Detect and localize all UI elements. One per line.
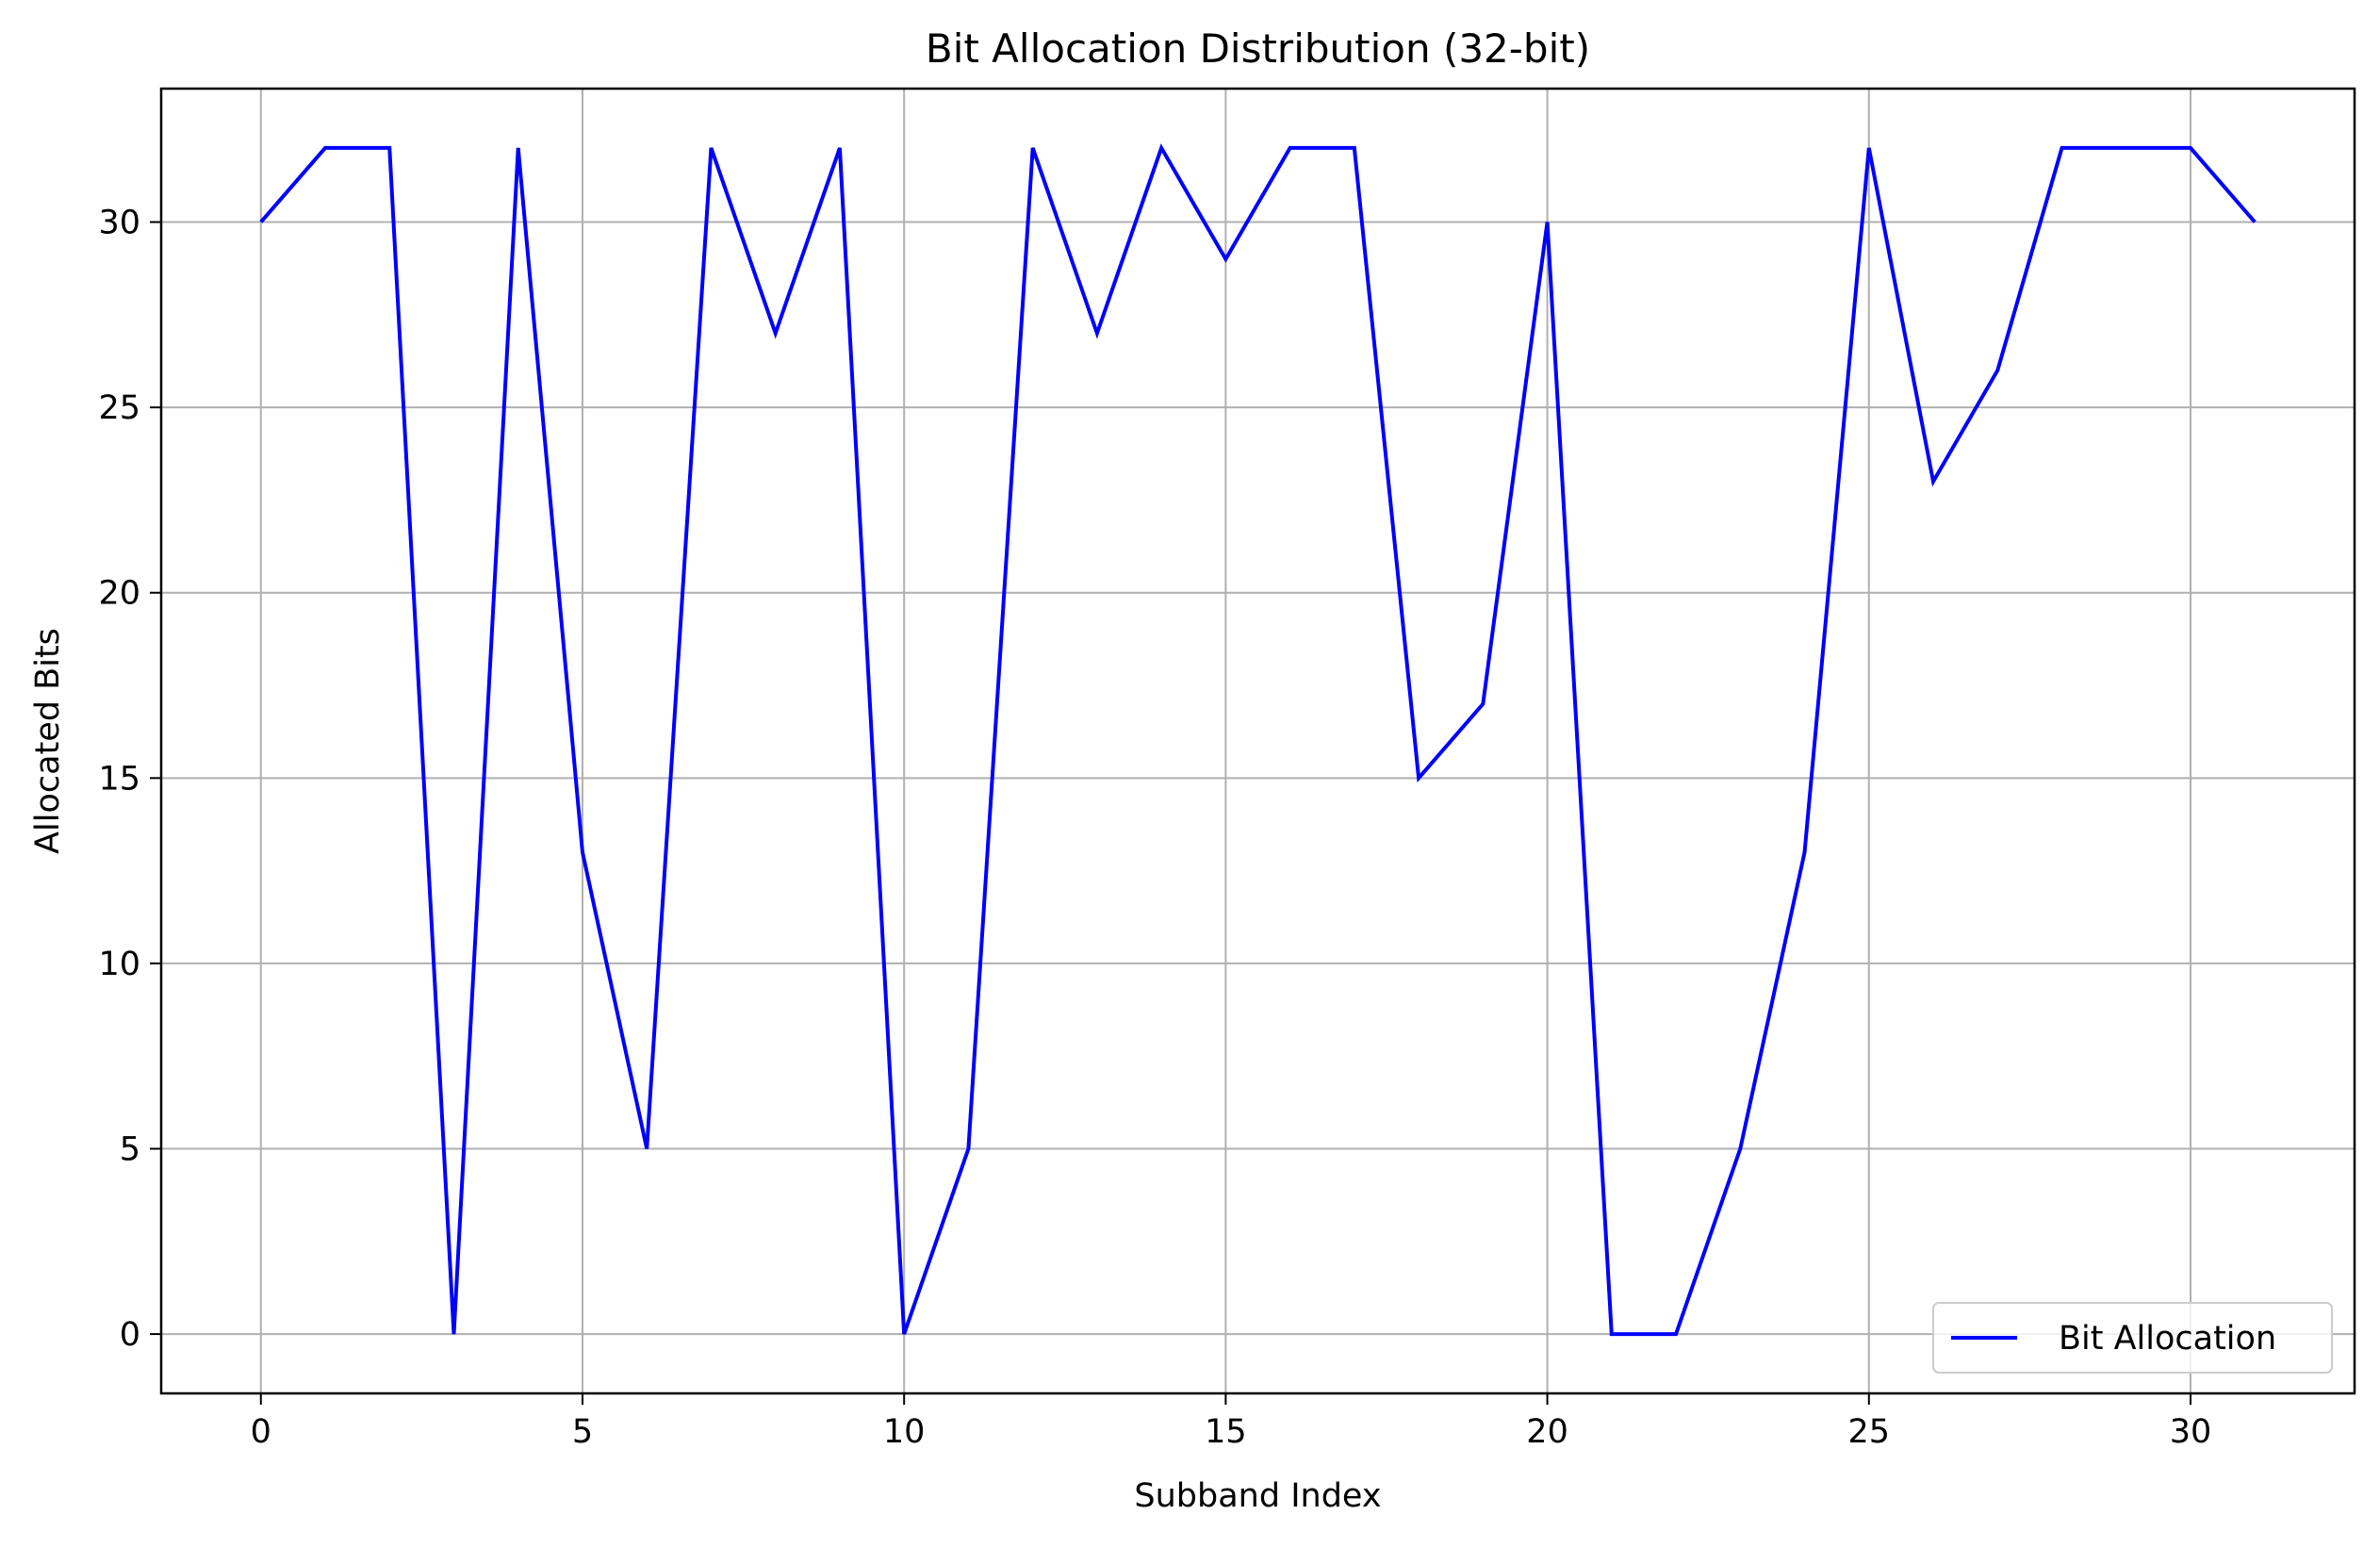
y-tick-label: 30 <box>98 205 140 242</box>
legend: Bit Allocation <box>1933 1303 2332 1373</box>
x-axis-label: Subband Index <box>1134 1477 1381 1515</box>
x-tick-label: 5 <box>572 1413 593 1451</box>
chart-title: Bit Allocation Distribution (32-bit) <box>926 25 1590 72</box>
x-tick-label: 20 <box>1526 1413 1568 1451</box>
x-tick-label: 30 <box>2170 1413 2212 1451</box>
y-tick-label: 15 <box>98 760 140 798</box>
y-tick-label: 25 <box>98 389 140 427</box>
x-tick-label: 0 <box>251 1413 271 1451</box>
legend-label: Bit Allocation <box>2059 1320 2276 1358</box>
x-tick-label: 25 <box>1848 1413 1891 1451</box>
x-tick-label: 15 <box>1205 1413 1247 1451</box>
y-tick-label: 10 <box>98 946 140 983</box>
y-tick-label: 5 <box>120 1131 140 1169</box>
x-tick-label: 10 <box>883 1413 926 1451</box>
y-tick-label: 0 <box>120 1316 140 1354</box>
y-tick-label: 20 <box>98 575 140 613</box>
y-axis-label: Allocated Bits <box>29 628 67 854</box>
